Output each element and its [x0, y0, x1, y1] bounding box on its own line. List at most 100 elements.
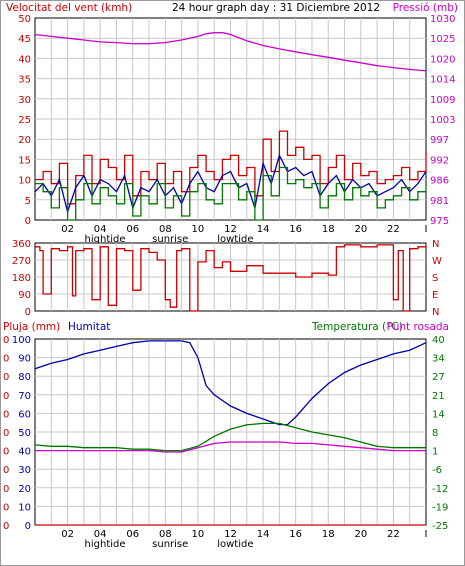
y2-tick-label: 1003	[430, 115, 455, 126]
x-tick-label: I	[425, 224, 428, 235]
x-tick-label: 02	[61, 224, 74, 235]
x-tick-label: 06	[126, 529, 139, 540]
annotation-label: lowtide	[217, 234, 253, 245]
y-tick-label: 40	[18, 447, 31, 458]
x-tick-label: 12	[224, 224, 237, 235]
y-tick-label: 0	[25, 521, 31, 532]
y-tick-label: 45	[18, 34, 31, 45]
y-tick-label: 5	[25, 196, 31, 207]
rain-tick-label: 0	[3, 521, 9, 532]
x-tick-label: I	[425, 529, 428, 540]
y-tick-label: 10	[18, 176, 31, 187]
y2-tick-label: 1014	[430, 75, 455, 86]
x-tick-label: 14	[257, 224, 270, 235]
x-tick-label: 02	[61, 529, 74, 540]
y2-tick-label: -12	[432, 484, 448, 495]
y2-tick-label: 1030	[430, 14, 455, 25]
y2-tick-label: -6	[432, 465, 442, 476]
y2-tick-label: 1025	[430, 34, 455, 45]
humidity-series	[34, 340, 427, 526]
pressure-line	[34, 32, 427, 72]
x-tick-label: 22	[387, 529, 400, 540]
direction-line	[35, 244, 427, 312]
y2-tick-label: 8	[432, 428, 438, 439]
humidity-grid	[35, 339, 426, 525]
y-tick-label: 50	[18, 14, 31, 25]
annotation-label: hightide	[85, 539, 126, 550]
x-tick-label: 20	[354, 529, 367, 540]
y-tick-label: 70	[18, 391, 31, 402]
y2-tick-label: 1020	[430, 54, 455, 65]
y2-tick-label: 1	[432, 447, 438, 458]
direction-y-ticks: 0 90 180 270 360	[12, 239, 31, 318]
y2-tick-label: N	[432, 239, 439, 250]
rain-tick-label: 0	[3, 391, 9, 402]
y-tick-label: 60	[18, 409, 31, 420]
rain-tick-label: 0	[3, 447, 9, 458]
rain-tick-label: 0	[3, 335, 9, 346]
rain-axis-title: Pluja (mm)	[3, 321, 60, 333]
direction-series	[35, 244, 427, 312]
humidity-annotations: hightide sunrise lowtide	[85, 539, 254, 550]
x-tick-label: 12	[224, 529, 237, 540]
y2-tick-label: -25	[432, 521, 448, 532]
y-tick-label: 180	[12, 273, 31, 284]
humidity-line	[34, 340, 427, 426]
y2-tick-label: 986	[430, 176, 449, 187]
y-tick-label: 80	[18, 372, 31, 383]
y2-tick-label: S	[432, 273, 438, 284]
y-tick-label: 30	[18, 95, 31, 106]
y2-tick-label: 14	[432, 409, 445, 420]
y2-tick-label: -19	[432, 502, 448, 513]
humidity-x-ticks: 02 04 06 08 10 12 14 16 18 20 22 I	[61, 529, 427, 540]
wind-x-ticks: 02 04 06 08 10 12 14 16 18 20 22 I	[61, 224, 427, 235]
y2-tick-label: E	[432, 290, 438, 301]
x-tick-label: 22	[387, 224, 400, 235]
y-tick-label: 100	[12, 335, 31, 346]
y-tick-label: 270	[12, 256, 31, 267]
annotation-label: hightide	[85, 234, 126, 245]
temperature-line	[34, 422, 426, 452]
y-tick-label: 90	[18, 354, 31, 365]
x-tick-label: 10	[192, 529, 205, 540]
y2-tick-label: W	[432, 256, 442, 267]
dewpoint-line	[35, 441, 426, 453]
y-tick-label: 10	[18, 502, 31, 513]
gust-line	[35, 130, 427, 205]
x-tick-label: 16	[289, 224, 302, 235]
annotation-label: sunrise	[152, 234, 188, 245]
y2-tick-label: 975	[430, 216, 449, 227]
rain-tick-label: 0	[3, 484, 9, 495]
pressure-axis-title: Pressió (mb)	[393, 2, 458, 14]
x-tick-label: 10	[192, 224, 205, 235]
temperature-y-ticks: -25 -19 -12 -6 1 8 14 21 27 34 40	[432, 335, 448, 532]
temperature-axis-title: Temperatura (°C)	[311, 321, 403, 333]
y2-tick-label: 981	[430, 196, 449, 207]
wind-axis-title: Velocitat del vent (kmh)	[6, 2, 132, 14]
y2-tick-label: 21	[432, 391, 445, 402]
y-tick-label: 35	[18, 75, 31, 86]
y-tick-label: 0	[25, 307, 31, 318]
y2-tick-label: 40	[432, 335, 445, 346]
y-tick-label: 360	[12, 239, 31, 250]
rain-tick-label: 0	[3, 502, 9, 513]
y-tick-label: 25	[18, 115, 31, 126]
wind-annotations: hightide sunrise lowtide	[85, 234, 254, 245]
y2-tick-label: N	[432, 307, 439, 318]
annotation-label: sunrise	[152, 539, 188, 550]
wind-y-ticks: 0 5 10 15 20 25 30 35 40 45 50	[18, 14, 31, 227]
chart-title: 24 hour graph day : 31 Diciembre 2012	[172, 2, 380, 14]
x-tick-label: 14	[257, 529, 270, 540]
x-tick-label: 04	[94, 529, 107, 540]
y2-tick-label: 992	[430, 155, 449, 166]
y-tick-label: 90	[18, 290, 31, 301]
min_wind-line	[35, 166, 427, 221]
rain-humidity-temperature-chart: 0 10 20 30 40 50 60 70 80 90 100 0 0 0 0 0 0 0 0 0 0 0 -25 -1…	[3, 335, 448, 550]
x-tick-label: 04	[94, 224, 107, 235]
x-tick-label: 18	[322, 529, 335, 540]
x-tick-label: 16	[289, 529, 302, 540]
x-tick-label: 08	[159, 529, 172, 540]
y-tick-label: 20	[18, 135, 31, 146]
